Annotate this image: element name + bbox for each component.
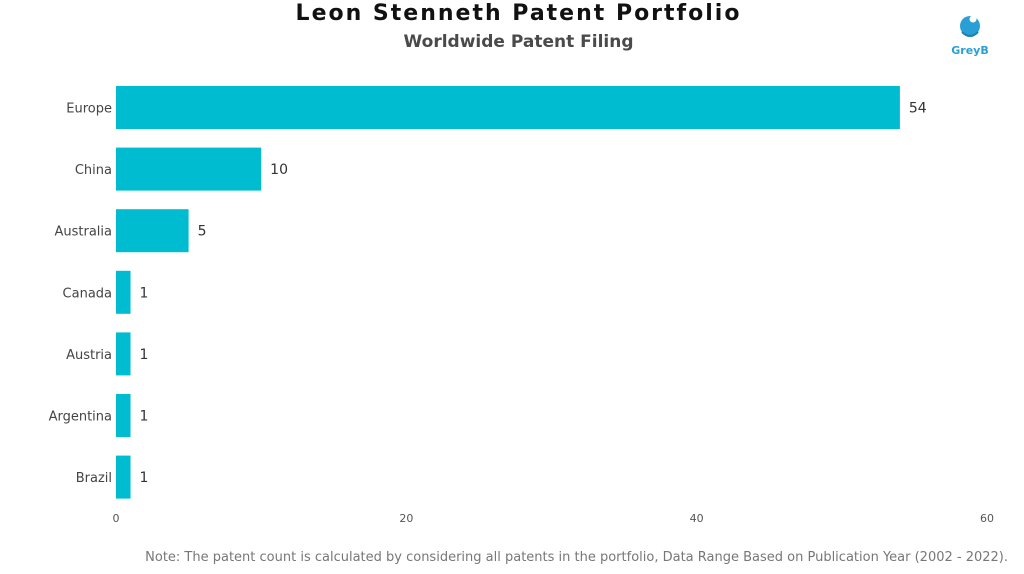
category-label-china: China	[75, 163, 112, 178]
data-label-argentina: 1	[140, 409, 149, 425]
bar-china	[116, 147, 262, 191]
category-label-brazil: Brazil	[76, 471, 112, 486]
bar-brazil	[116, 455, 131, 499]
data-label-europe: 54	[909, 101, 927, 117]
bar-argentina	[116, 394, 131, 437]
data-label-canada: 1	[140, 285, 149, 301]
data-label-austria: 1	[140, 347, 149, 363]
bar-canada	[116, 270, 131, 314]
category-label-argentina: Argentina	[49, 410, 112, 425]
greyb-logo-text: GreyB	[951, 44, 989, 57]
bar-austria	[116, 332, 131, 376]
data-label-australia: 5	[198, 224, 207, 240]
category-label-canada: Canada	[63, 286, 112, 301]
data-label-brazil: 1	[140, 470, 149, 486]
x-tick-label-60: 60	[980, 512, 994, 525]
category-label-austria: Austria	[66, 348, 112, 363]
x-tick-label-40: 40	[690, 512, 704, 525]
x-tick-label-0: 0	[113, 512, 120, 525]
bar-europe	[116, 86, 900, 129]
bar-australia	[116, 209, 189, 253]
chart-title: Leon Stenneth Patent Portfolio	[295, 1, 742, 26]
category-label-europe: Europe	[66, 102, 112, 117]
x-tick-label-20: 20	[399, 512, 413, 525]
greyb-logo: GreyB	[945, 10, 995, 60]
category-label-australia: Australia	[54, 225, 112, 240]
data-label-china: 10	[270, 162, 288, 178]
greyb-logo-icon	[960, 15, 980, 37]
footnote: Note: The patent count is calculated by …	[145, 550, 1008, 565]
chart-subtitle: Worldwide Patent Filing	[403, 32, 634, 52]
